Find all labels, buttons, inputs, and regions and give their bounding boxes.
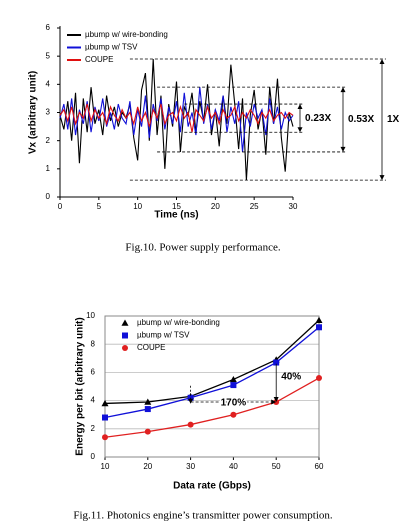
figure-caption: Fig.10. Power supply performance. <box>125 242 280 254</box>
y-tick-label: 2 <box>46 136 51 145</box>
legend-marker <box>122 345 128 351</box>
series-line <box>104 319 320 405</box>
y-axis-label: Vx (arbitrary unit) <box>28 71 39 154</box>
x-tick-label: 20 <box>143 462 152 471</box>
data-point <box>230 411 237 418</box>
y-tick-label: 6 <box>46 23 51 32</box>
data-point <box>144 398 152 405</box>
y-tick-label: 4 <box>91 396 96 405</box>
y-tick-label: 0 <box>91 452 96 461</box>
y-tick-label: 10 <box>86 311 95 320</box>
y-tick-label: 2 <box>91 424 96 433</box>
x-tick-label: 15 <box>172 202 181 211</box>
legend-label: µbump w/ wire-bonding <box>85 30 168 39</box>
arrow-head <box>340 146 346 152</box>
legend-marker <box>122 332 128 339</box>
data-point <box>102 434 108 441</box>
legend-marker <box>121 319 129 326</box>
x-tick-label: 40 <box>229 462 238 471</box>
arrow-head <box>340 87 346 93</box>
y-tick-label: 8 <box>91 339 96 348</box>
figure-caption: Fig.11. Photonics engine’s transmitter p… <box>73 510 333 522</box>
arrow-head <box>297 104 303 110</box>
legend-label: COUPE <box>85 55 113 64</box>
y-tick-label: 3 <box>46 108 51 117</box>
range-label: 1X <box>387 114 400 125</box>
y-tick-label: 0 <box>46 192 51 201</box>
arrow-head <box>188 398 194 404</box>
data-point <box>273 359 280 366</box>
series-line <box>59 58 294 181</box>
x-tick-label: 50 <box>272 462 281 471</box>
data-point <box>144 428 151 435</box>
arrow-head <box>271 399 277 405</box>
data-point <box>144 406 151 413</box>
data-point <box>230 382 237 389</box>
arrow-head <box>379 58 385 64</box>
arrow-head <box>297 127 303 133</box>
annotation-label: 170% <box>221 398 247 409</box>
range-label: 0.23X <box>305 113 331 124</box>
y-tick-label: 4 <box>46 79 51 88</box>
x-tick-label: 20 <box>211 202 220 211</box>
x-tick-label: 25 <box>250 202 259 211</box>
series-line <box>104 377 320 438</box>
x-tick-label: 10 <box>101 462 110 471</box>
y-tick-label: 1 <box>46 164 51 173</box>
data-point <box>316 375 322 382</box>
legend-label: µbump w/ wire-bonding <box>137 318 220 327</box>
data-point <box>187 421 194 428</box>
arrow-head <box>379 175 385 181</box>
data-point <box>315 316 323 324</box>
x-tick-label: 5 <box>97 202 102 211</box>
plot-frame <box>104 315 320 458</box>
x-axis-label: Data rate (Gbps) <box>173 481 251 492</box>
x-tick-label: 10 <box>133 202 142 211</box>
range-label: 0.53X <box>348 114 374 125</box>
x-tick-label: 30 <box>186 462 195 471</box>
y-axis-label: Energy per bit (arbitrary unit) <box>75 317 86 455</box>
data-point <box>102 414 108 421</box>
arrow-head <box>273 397 279 403</box>
legend-label: µbump w/ TSV <box>85 43 138 52</box>
legend-label: µbump w/ TSV <box>137 331 190 340</box>
series-line <box>59 103 294 133</box>
data-point <box>229 375 237 383</box>
x-tick-label: 0 <box>58 202 63 211</box>
y-tick-label: 5 <box>46 51 51 60</box>
x-tick-label: 30 <box>289 202 298 211</box>
series-line <box>104 326 320 419</box>
legend-label: COUPE <box>137 343 165 352</box>
y-tick-label: 6 <box>91 368 96 377</box>
data-point <box>101 399 109 407</box>
data-point <box>316 324 322 331</box>
series-line <box>59 87 294 152</box>
x-axis-label: Time (ns) <box>154 210 198 221</box>
annotation-label: 40% <box>281 372 301 383</box>
x-tick-label: 60 <box>315 462 324 471</box>
